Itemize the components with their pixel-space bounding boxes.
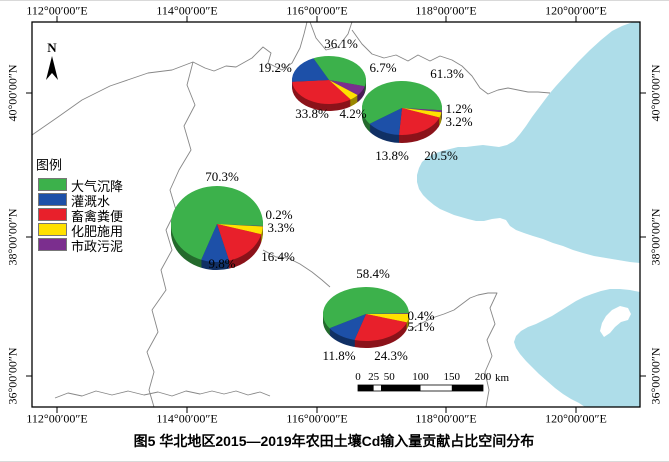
legend-label: 大气沉降 bbox=[71, 179, 124, 194]
pie-percentage-label: 0.2% bbox=[265, 207, 293, 222]
pie-percentage-label: 20.5% bbox=[424, 148, 458, 163]
pie-slice-灌溉水 bbox=[369, 108, 402, 135]
pie-slice-大气沉降 bbox=[323, 287, 409, 329]
pie-percentage-label: 24.3% bbox=[374, 348, 408, 363]
pie-percentage-label: 13.8% bbox=[375, 148, 409, 163]
legend-label: 畜禽粪便 bbox=[71, 209, 124, 224]
pie-percentage-label: 61.3% bbox=[430, 66, 464, 81]
axis-label-longitude: 118°00′00″E bbox=[415, 411, 477, 426]
legend-label: 化肥施用 bbox=[71, 224, 124, 239]
legend-label: 灌溉水 bbox=[71, 194, 111, 209]
axis-label-longitude: 114°00′00″E bbox=[156, 411, 218, 426]
pie-slice-大气沉降 bbox=[313, 55, 367, 87]
province-boundary bbox=[409, 292, 498, 408]
north-label: N bbox=[47, 40, 57, 55]
legend-swatch-livestock-manure bbox=[38, 208, 67, 221]
province-boundary bbox=[146, 61, 196, 408]
pie-slice-市政污泥 bbox=[329, 80, 365, 96]
pie-slice-畜禽粪便 bbox=[217, 224, 262, 261]
pie-slice-灌溉水 bbox=[292, 58, 329, 82]
pie-percentage-label: 9.8% bbox=[208, 256, 236, 271]
pie-percentage-label: 6.7% bbox=[369, 60, 397, 75]
pie-percentage-label: 5.1% bbox=[407, 319, 435, 334]
pie-percentage-label: 16.4% bbox=[261, 249, 295, 264]
axis-label-longitude: 112°00′00″E bbox=[26, 3, 88, 18]
pie-percentage-label: 70.3% bbox=[205, 169, 239, 184]
scale-label: 200 bbox=[474, 371, 492, 383]
legend-swatch-atmospheric-deposition bbox=[38, 178, 67, 191]
pie-slice-畜禽粪便 bbox=[398, 108, 440, 135]
pie-slice-化肥施用 bbox=[402, 108, 442, 118]
legend-swatch-irrigation-water bbox=[38, 193, 67, 206]
axis-label-latitude: 36°00′00″N bbox=[5, 347, 20, 405]
province-boundary bbox=[31, 21, 308, 136]
axis-label-latitude: 40°00′00″N bbox=[648, 64, 663, 122]
legend-swatch-fertilizer-application bbox=[38, 223, 67, 236]
figure-caption: 图5 华北地区2015—2019年农田土壤Cd输入量贡献占比空间分布 bbox=[133, 433, 535, 449]
pie-slice-化肥施用 bbox=[217, 224, 263, 235]
axis-label-latitude: 36°00′00″N bbox=[648, 347, 663, 405]
scale-bar bbox=[357, 384, 484, 392]
scale-label: 25 bbox=[368, 371, 380, 383]
pie-slice-化肥施用 bbox=[366, 313, 410, 323]
north-arrow-icon bbox=[46, 56, 58, 80]
sea-area bbox=[417, 22, 640, 263]
axis-label-longitude: 116°00′00″E bbox=[286, 3, 348, 18]
pie-slice-市政污泥 bbox=[366, 313, 409, 314]
axis-label-latitude: 38°00′00″N bbox=[648, 208, 663, 266]
axis-label-longitude: 116°00′00″E bbox=[286, 411, 348, 426]
legend-title: 图例 bbox=[35, 157, 63, 173]
pie-percentage-label: 4.2% bbox=[339, 106, 367, 121]
pie-percentage-label: 33.8% bbox=[295, 106, 329, 121]
scale-label: 50 bbox=[383, 371, 395, 383]
province-boundary bbox=[351, 29, 551, 95]
axis-label-latitude: 38°00′00″N bbox=[5, 208, 20, 266]
pie-chart-4 bbox=[323, 287, 410, 349]
pie-slice-大气沉降 bbox=[362, 81, 443, 124]
pie-percentage-label: 0.4% bbox=[407, 308, 435, 323]
province-boundary bbox=[54, 390, 271, 399]
map-frame bbox=[31, 21, 641, 408]
legend-label: 市政污泥 bbox=[71, 239, 124, 254]
scale-label: 100 bbox=[412, 371, 429, 383]
figure-top-rule bbox=[0, 0, 669, 1]
axis-label-longitude: 114°00′00″E bbox=[156, 3, 218, 18]
axis-label-longitude: 120°00′00″E bbox=[545, 411, 607, 426]
pie-percentage-label: 1.2% bbox=[445, 101, 473, 116]
legend-swatch-municipal-sludge bbox=[38, 238, 67, 251]
coast-detail bbox=[600, 306, 631, 337]
pie-slice-灌溉水 bbox=[329, 314, 366, 341]
scale-label: 0 bbox=[355, 371, 361, 383]
scale-unit: km bbox=[494, 372, 510, 384]
pie-chart-1 bbox=[292, 55, 367, 112]
province-boundary bbox=[262, 249, 331, 288]
axis-ticks bbox=[26, 16, 646, 413]
pie-slice-畜禽粪便 bbox=[354, 314, 407, 342]
axis-label-longitude: 118°00′00″E bbox=[415, 3, 477, 18]
axis-label-longitude: 120°00′00″E bbox=[545, 3, 607, 18]
pie-slice-畜禽粪便 bbox=[292, 80, 351, 105]
pie-percentage-label: 36.1% bbox=[324, 36, 358, 51]
pie-chart-2 bbox=[362, 81, 443, 143]
pie-percentage-label: 3.2% bbox=[445, 114, 473, 129]
pie-chart-3 bbox=[170, 185, 263, 271]
province-boundary bbox=[309, 21, 353, 51]
axis-label-longitude: 112°00′00″E bbox=[26, 411, 88, 426]
pie-slice-大气沉降 bbox=[170, 185, 263, 260]
pie-percentage-label: 58.4% bbox=[356, 266, 390, 281]
pie-slice-灌溉水 bbox=[201, 224, 230, 263]
pie-percentage-label: 19.2% bbox=[258, 60, 292, 75]
axis-label-latitude: 40°00′00″N bbox=[5, 64, 20, 122]
pie-percentage-label: 11.8% bbox=[322, 348, 356, 363]
scale-label: 150 bbox=[443, 371, 461, 383]
pie-slice-市政污泥 bbox=[402, 108, 442, 113]
pie-slice-化肥施用 bbox=[329, 80, 358, 100]
pie-percentage-label: 3.3% bbox=[267, 220, 295, 235]
pie-slice-市政污泥 bbox=[217, 224, 263, 227]
